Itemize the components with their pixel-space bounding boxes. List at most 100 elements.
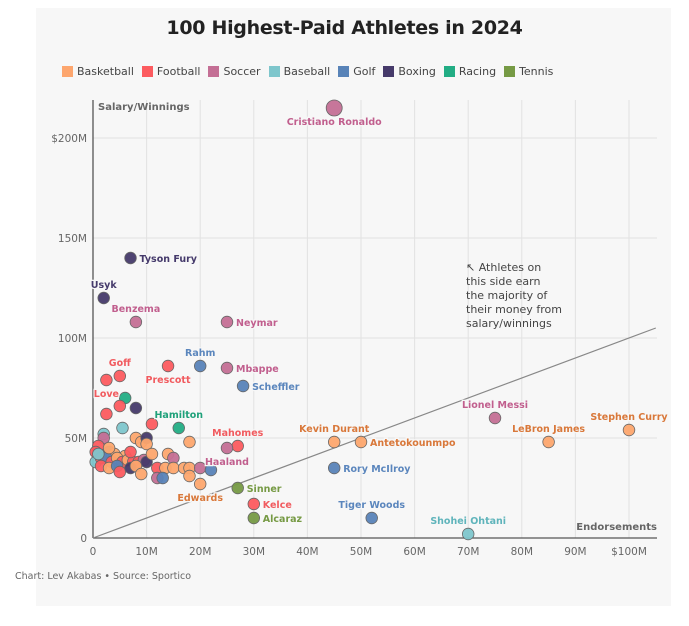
legend-swatch xyxy=(443,66,455,77)
legend-swatch xyxy=(338,66,350,77)
legend-item-tennis: Tennis xyxy=(504,65,553,78)
data-point xyxy=(220,315,234,329)
data-point xyxy=(354,435,368,449)
point-label: Benzema xyxy=(112,304,161,315)
legend-label: Boxing xyxy=(398,65,436,78)
legend-item-golf: Golf xyxy=(338,65,375,78)
legend-label: Soccer xyxy=(223,65,261,78)
data-point xyxy=(220,441,234,455)
x-tick-label: 70M xyxy=(457,546,479,558)
y-tick-label: 0 xyxy=(80,533,87,545)
data-point xyxy=(102,441,116,455)
x-tick-label: 40M xyxy=(296,546,318,558)
data-point xyxy=(124,445,137,459)
legend-swatch xyxy=(504,66,516,77)
x-tick-label: 80M xyxy=(511,546,533,558)
data-point xyxy=(172,421,185,435)
data-point xyxy=(97,291,110,305)
legend-label: Racing xyxy=(458,65,497,78)
data-point xyxy=(116,421,129,435)
legend-item-baseball: Baseball xyxy=(268,65,331,78)
data-point xyxy=(231,481,244,495)
data-point xyxy=(488,411,502,425)
point-label: Rahm xyxy=(185,348,215,359)
data-point xyxy=(113,465,127,479)
y-tick-label: 100M xyxy=(58,333,87,345)
point-label: Lionel Messi xyxy=(462,400,528,411)
point-label: Stephen Curry xyxy=(590,412,668,423)
x-tick-label: 10M xyxy=(135,546,157,558)
data-point xyxy=(220,361,234,375)
data-point xyxy=(231,439,244,453)
data-point xyxy=(247,511,261,525)
x-tick-label: 0 xyxy=(90,546,97,558)
reference-line xyxy=(92,327,657,539)
legend-swatch xyxy=(141,66,153,77)
point-label: Haaland xyxy=(205,457,249,468)
data-point xyxy=(183,435,196,449)
data-point xyxy=(193,477,207,491)
x-tick-label: $100M xyxy=(611,546,647,558)
point-label: Kevin Durant xyxy=(299,424,370,435)
data-point xyxy=(193,359,207,373)
y-tick-label: 50M xyxy=(65,433,87,445)
data-point xyxy=(124,251,137,265)
point-label: Goff xyxy=(109,358,131,369)
point-label: Prescott xyxy=(146,375,191,386)
legend: Basketball Football Soccer Baseball Golf Boxi… xyxy=(62,65,561,78)
point-label: Sinner xyxy=(247,484,282,495)
data-point xyxy=(167,461,180,475)
legend-swatch xyxy=(268,66,280,77)
data-point xyxy=(129,315,143,329)
point-label: Antetokounmpo xyxy=(370,438,456,449)
point-label: Shohei Ohtani xyxy=(430,516,506,527)
chart-title: 100 Highest-Paid Athletes in 2024 xyxy=(166,17,523,39)
data-point xyxy=(161,359,175,373)
point-label: Cristiano Ronaldo xyxy=(287,117,382,128)
chart-credit: Chart: Lev Akabas • Source: Sportico xyxy=(15,571,192,582)
annotation-note: ↖ Athletes on this side earn the majorit… xyxy=(466,261,562,330)
x-axis-title: Endorsements xyxy=(576,522,657,533)
data-point xyxy=(145,417,159,431)
point-label: Edwards xyxy=(177,493,223,504)
data-point xyxy=(622,423,636,437)
point-label: Alcaraz xyxy=(263,514,303,525)
legend-swatch xyxy=(62,66,73,77)
data-point xyxy=(92,447,105,461)
data-point xyxy=(462,527,475,541)
point-label: Kelce xyxy=(263,500,292,511)
point-label: Mbappe xyxy=(236,364,279,375)
y-tick-label: 150M xyxy=(58,233,87,245)
data-point xyxy=(204,463,218,477)
legend-swatch xyxy=(383,66,395,77)
point-label: Tiger Woods xyxy=(338,500,405,511)
point-label: Hamilton xyxy=(154,410,203,421)
point-label: Love xyxy=(94,389,119,400)
chart-card xyxy=(36,8,671,606)
data-point xyxy=(247,497,261,511)
x-tick-label: 60M xyxy=(403,546,425,558)
data-point xyxy=(542,435,555,449)
point-label: Tyson Fury xyxy=(140,254,198,265)
data-point xyxy=(365,511,378,525)
point-label: Usyk xyxy=(91,280,118,291)
x-tick-label: 90M xyxy=(564,546,586,558)
data-point xyxy=(145,447,159,461)
data-point xyxy=(129,401,143,415)
data-point xyxy=(325,99,343,117)
legend-label: Football xyxy=(156,65,201,78)
legend-item-racing: Racing xyxy=(443,65,497,78)
point-label: LeBron James xyxy=(512,424,585,435)
data-point xyxy=(236,379,250,393)
data-point xyxy=(328,461,341,475)
legend-item-football: Football xyxy=(141,65,201,78)
legend-label: Baseball xyxy=(283,65,331,78)
x-tick-label: 20M xyxy=(189,546,211,558)
y-tick-label: $200M xyxy=(51,133,87,145)
data-point xyxy=(140,437,153,451)
data-point xyxy=(113,399,127,413)
legend-item-soccer: Soccer xyxy=(208,65,261,78)
legend-label: Tennis xyxy=(519,65,554,78)
data-point xyxy=(100,373,113,387)
